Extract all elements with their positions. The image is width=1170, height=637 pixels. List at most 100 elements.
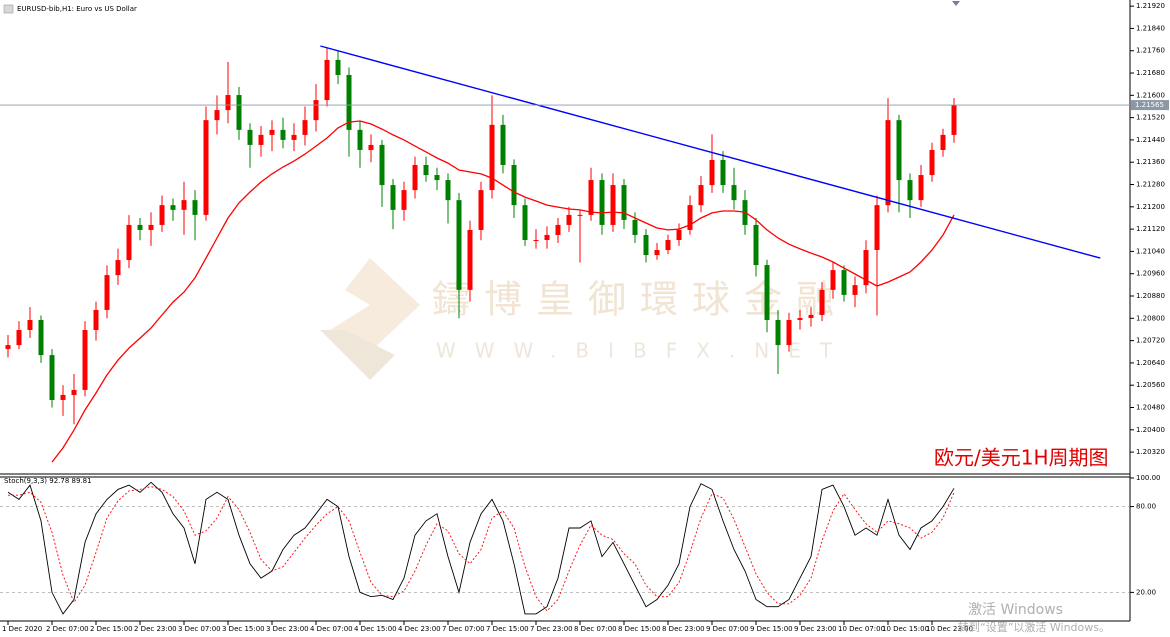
candle-body	[775, 319, 781, 346]
candle-body	[841, 270, 847, 295]
candle-body	[181, 200, 187, 210]
y-tick-label: 1.21680	[1136, 69, 1165, 77]
y-tick-label: 1.21120	[1136, 225, 1165, 233]
candle-body	[687, 205, 693, 230]
y-tick-label: 1.21520	[1136, 114, 1165, 122]
candle-body	[676, 229, 682, 240]
candle-body	[357, 129, 363, 150]
candle-body	[434, 175, 440, 181]
candle-body	[852, 285, 858, 295]
candle-body	[324, 59, 330, 101]
y-tick-label: 1.20480	[1136, 403, 1165, 411]
x-tick-label: 4 Dec 23:00	[398, 625, 441, 633]
candle-body	[764, 265, 770, 320]
candle-body	[445, 180, 451, 201]
x-tick-label: 8 Dec 15:00	[618, 625, 661, 633]
candle-body	[709, 159, 715, 186]
y-tick-label: 80.00	[1136, 503, 1156, 511]
candle-body	[126, 224, 132, 261]
watermark: 鑄博皇御環球金融 WWW.BIBFX.NET	[320, 258, 848, 380]
candle-body	[621, 185, 627, 220]
y-tick-label: 1.21840	[1136, 24, 1165, 32]
candle-body	[104, 275, 110, 310]
y-tick-label: 1.20400	[1136, 426, 1165, 434]
candle-body	[885, 120, 891, 206]
candle-body	[203, 120, 209, 215]
last-price-box	[1131, 100, 1169, 111]
watermark-name: 鑄博皇御環球金融	[432, 278, 848, 322]
os-notice-title: 激活 Windows	[968, 601, 1063, 618]
x-tick-label: 9 Dec 15:00	[750, 625, 793, 633]
y-tick-label: 1.20800	[1136, 314, 1165, 322]
y-tick-label: 1.20880	[1136, 292, 1165, 300]
last-price-label: 1.21565	[1135, 101, 1164, 109]
candle-body	[346, 74, 352, 130]
y-tick-label: 1.21040	[1136, 247, 1165, 255]
y-tick-label: 1.21440	[1136, 136, 1165, 144]
candle-body	[731, 185, 737, 201]
x-tick-label: 10 Dec 15:00	[882, 625, 929, 633]
candle-body	[49, 355, 55, 400]
candle-body	[819, 289, 825, 315]
y-tick-label: 1.21920	[1136, 2, 1165, 10]
candle-body	[522, 205, 528, 240]
annotation: 欧元/美元1H周期图	[934, 446, 1109, 470]
candle-body	[225, 95, 231, 111]
candle-body	[170, 205, 176, 210]
candle-body	[236, 95, 242, 130]
x-tick-label: 9 Dec 23:00	[794, 625, 837, 633]
candle-body	[533, 239, 539, 241]
y-tick-label: 1.21600	[1136, 91, 1165, 99]
candle-body	[60, 394, 66, 400]
y-tick-label: 1.20640	[1136, 359, 1165, 367]
candle-body	[863, 250, 869, 286]
y-tick-label: 1.21760	[1136, 47, 1165, 55]
candle-body	[698, 185, 704, 206]
candle-body	[269, 129, 275, 135]
y-tick-label: 100.00	[1136, 474, 1161, 482]
candle-body	[379, 144, 385, 186]
candle-body	[918, 175, 924, 201]
candle-body	[247, 129, 253, 145]
candle-body	[390, 185, 396, 210]
candle-body	[16, 330, 22, 346]
candle-body	[665, 239, 671, 251]
chart-shift-marker	[952, 1, 960, 6]
candle-body	[214, 110, 220, 121]
x-tick-label: 2 Dec 15:00	[90, 625, 133, 633]
candle-body	[467, 229, 473, 290]
y-tick-label: 1.20720	[1136, 337, 1165, 345]
candle-body	[577, 214, 583, 216]
candle-body	[412, 165, 418, 191]
stoch-line	[7, 481, 955, 615]
candle-body	[401, 190, 407, 210]
moving-average	[51, 120, 955, 463]
x-tick-label: 7 Dec 23:00	[530, 625, 573, 633]
candle-body	[82, 330, 88, 390]
candle-body	[643, 234, 649, 256]
candle-body	[808, 314, 814, 319]
candle-body	[38, 319, 44, 356]
y-tick-label: 1.20560	[1136, 381, 1165, 389]
candle-body	[940, 134, 946, 150]
candle-body	[313, 100, 319, 121]
candle-body	[159, 205, 165, 225]
candle-body	[368, 144, 374, 150]
x-tick-label: 10 Dec 23:00	[926, 625, 973, 633]
candle-body	[192, 200, 198, 215]
x-tick-label: 10 Dec 07:00	[838, 625, 885, 633]
x-tick-label: 7 Dec 15:00	[486, 625, 529, 633]
os-notice-hint: 转到“设置”以激活 Windows。	[958, 620, 1110, 634]
x-tick-label: 2 Dec 07:00	[46, 625, 89, 633]
candle-body	[555, 224, 561, 235]
indicator-title: Stoch(9,3,3) 92.78 89.81	[4, 477, 92, 485]
candle-body	[786, 319, 792, 346]
y-tick-label: 20.00	[1136, 588, 1156, 596]
x-tick-label: 4 Dec 15:00	[354, 625, 397, 633]
x-tick-label: 7 Dec 07:00	[442, 625, 485, 633]
candle-body	[511, 165, 517, 206]
y-tick-label: 1.20320	[1136, 448, 1165, 456]
candle-body	[456, 200, 462, 290]
